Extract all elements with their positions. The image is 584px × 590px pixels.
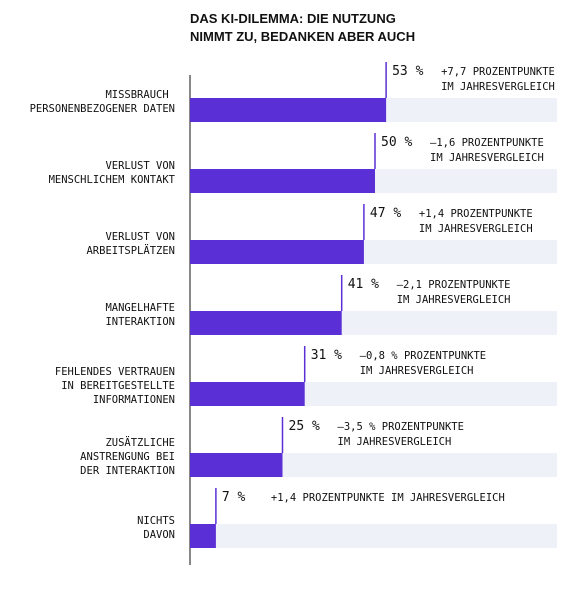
- value-label: 25 %: [289, 419, 320, 434]
- bar-track: [190, 524, 557, 548]
- category-label: MISSBRAUCH PERSONENBEZOGENER DATEN: [30, 89, 175, 115]
- bar: [190, 382, 305, 406]
- category-label: MANGELHAFTE INTERAKTION: [105, 302, 175, 328]
- bar: [190, 311, 342, 335]
- category-label: VERLUST VON MENSCHLICHEM KONTAKT: [49, 160, 176, 186]
- value-label: 7 %: [222, 490, 246, 505]
- value-label: 47 %: [370, 206, 401, 221]
- value-label: 53 %: [392, 64, 423, 79]
- annotation: +1,4 PROZENTPUNKTE IM JAHRESVERGLEICH: [419, 208, 533, 235]
- annotation: –2,1 PROZENTPUNKTE IM JAHRESVERGLEICH: [397, 279, 511, 306]
- bar: [190, 240, 364, 264]
- value-label: 41 %: [348, 277, 379, 292]
- bar: [190, 453, 283, 477]
- value-label: 50 %: [381, 135, 412, 150]
- category-label: ZUSÄTZLICHE ANSTRENGUNG BEI DER INTERAKTIO…: [80, 436, 175, 477]
- annotation: –1,6 PROZENTPUNKTE IM JAHRESVERGLEICH: [430, 137, 544, 164]
- bar: [190, 524, 216, 548]
- annotation: +7,7 PROZENTPUNKTE IM JAHRESVERGLEICH: [441, 66, 555, 93]
- annotation: +1,4 PROZENTPUNKTE IM JAHRESVERGLEICH: [271, 492, 505, 504]
- annotation: –3,5 % PROZENTPUNKTE IM JAHRESVERGLEICH: [338, 421, 464, 448]
- category-label: VERLUST VON ARBEITSPLÄTZEN: [86, 231, 175, 257]
- category-label: NICHTS DAVON: [137, 515, 175, 541]
- bar: [190, 169, 375, 193]
- value-label: 31 %: [311, 348, 342, 363]
- chart-title: DAS KI-DILEMMA: DIE NUTZUNG NIMMT ZU, BED…: [190, 11, 415, 44]
- annotation: –0,8 % PROZENTPUNKTE IM JAHRESVERGLEICH: [360, 350, 486, 377]
- category-label: FEHLENDES VERTRAUEN IN BEREITGESTELLTE INF…: [55, 366, 175, 406]
- bar: [190, 98, 387, 122]
